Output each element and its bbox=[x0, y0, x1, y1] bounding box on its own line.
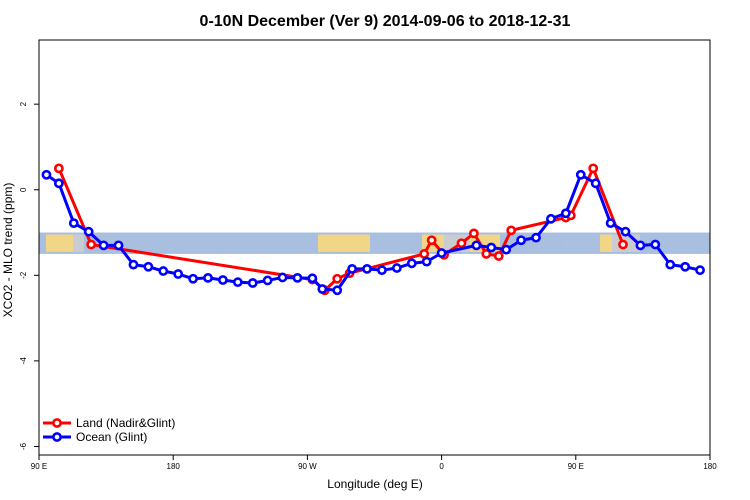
data-point bbox=[560, 208, 571, 219]
data-point bbox=[128, 259, 139, 270]
data-point bbox=[456, 238, 467, 249]
data-point bbox=[173, 269, 184, 279]
data-point bbox=[317, 284, 328, 294]
data-point bbox=[247, 278, 258, 288]
map-land-patch bbox=[563, 234, 600, 252]
data-point bbox=[436, 248, 447, 258]
data-point bbox=[486, 242, 497, 253]
data-point bbox=[292, 272, 303, 283]
data-point bbox=[618, 239, 628, 250]
x-tick-label: 0 bbox=[439, 462, 444, 471]
data-point bbox=[347, 263, 358, 274]
data-point bbox=[650, 239, 661, 250]
map-land-patch bbox=[46, 234, 60, 252]
data-point bbox=[421, 256, 432, 267]
data-point bbox=[143, 261, 154, 272]
data-point bbox=[277, 272, 288, 283]
data-point bbox=[86, 239, 97, 250]
data-point bbox=[469, 228, 479, 239]
series-line bbox=[57, 166, 625, 292]
data-point bbox=[546, 213, 556, 224]
data-point bbox=[362, 263, 372, 274]
x-axis-label: Longitude (deg E) bbox=[327, 477, 422, 491]
data-point bbox=[83, 226, 94, 237]
data-point bbox=[695, 265, 705, 276]
map-land-patch bbox=[60, 234, 73, 252]
x-axis: 90 E 180 90 W 0 90 E 180 bbox=[31, 455, 717, 471]
data-point bbox=[307, 273, 318, 284]
data-point bbox=[501, 244, 512, 255]
data-point bbox=[665, 259, 676, 270]
x-tick-label: 90 E bbox=[31, 462, 47, 471]
legend: Land (Nadir&Glint)Ocean (Glint) bbox=[43, 416, 175, 444]
plot-frame bbox=[38, 39, 711, 456]
data-point bbox=[53, 178, 64, 189]
data-point bbox=[332, 285, 343, 296]
series-layer bbox=[41, 163, 705, 296]
data-point bbox=[605, 218, 616, 229]
data-point bbox=[232, 277, 243, 288]
y-tick-label: 0 bbox=[19, 187, 28, 192]
x-tick-label: 90 W bbox=[298, 462, 317, 471]
legend-swatch-marker bbox=[52, 418, 62, 428]
data-point bbox=[203, 272, 213, 283]
y-axis: -6 -4 -2 0 2 bbox=[19, 101, 39, 450]
data-point bbox=[218, 275, 228, 285]
y-tick-label: -6 bbox=[19, 442, 28, 450]
legend-swatch-marker bbox=[52, 432, 62, 442]
data-point bbox=[41, 169, 52, 180]
legend-label: Ocean (Glint) bbox=[76, 430, 147, 444]
chart-title: 0-10N December (Ver 9) 2014-09-06 to 201… bbox=[200, 13, 571, 30]
data-point bbox=[516, 235, 527, 246]
data-point bbox=[588, 163, 599, 174]
data-point bbox=[590, 178, 601, 189]
data-point bbox=[635, 240, 646, 251]
map-land-patch bbox=[73, 234, 84, 252]
map-land-patch bbox=[330, 234, 370, 252]
data-point bbox=[68, 218, 79, 229]
data-point bbox=[680, 261, 691, 272]
data-point bbox=[332, 273, 343, 284]
data-point bbox=[262, 275, 273, 286]
data-point bbox=[531, 232, 541, 243]
y-tick-label: -2 bbox=[19, 271, 28, 279]
x-tick-label: 90 E bbox=[568, 462, 584, 471]
map-band-ocean bbox=[39, 232, 710, 254]
data-point bbox=[575, 169, 586, 180]
map-land-patch bbox=[318, 234, 330, 252]
data-point bbox=[471, 240, 482, 251]
map-land-patch bbox=[600, 234, 612, 252]
data-point bbox=[113, 240, 124, 251]
y-tick-label: -4 bbox=[19, 357, 28, 365]
x-tick-label: 180 bbox=[167, 462, 181, 471]
y-tick-label: 2 bbox=[19, 101, 28, 106]
data-point bbox=[426, 235, 437, 246]
data-point bbox=[419, 249, 430, 259]
x-tick-label: 180 bbox=[703, 462, 717, 471]
data-point bbox=[406, 258, 417, 269]
data-point bbox=[506, 225, 517, 236]
data-point bbox=[377, 265, 387, 276]
legend-label: Land (Nadir&Glint) bbox=[76, 416, 175, 430]
data-point bbox=[53, 163, 64, 174]
data-point bbox=[98, 240, 109, 251]
data-point bbox=[481, 249, 492, 259]
data-point bbox=[493, 251, 504, 261]
data-point bbox=[391, 263, 402, 273]
data-point bbox=[620, 226, 631, 237]
data-point bbox=[188, 273, 198, 284]
series-ocean bbox=[41, 169, 705, 296]
data-point bbox=[158, 266, 169, 276]
y-axis-label: XCO2 - MLO trend (ppm) bbox=[1, 183, 15, 318]
